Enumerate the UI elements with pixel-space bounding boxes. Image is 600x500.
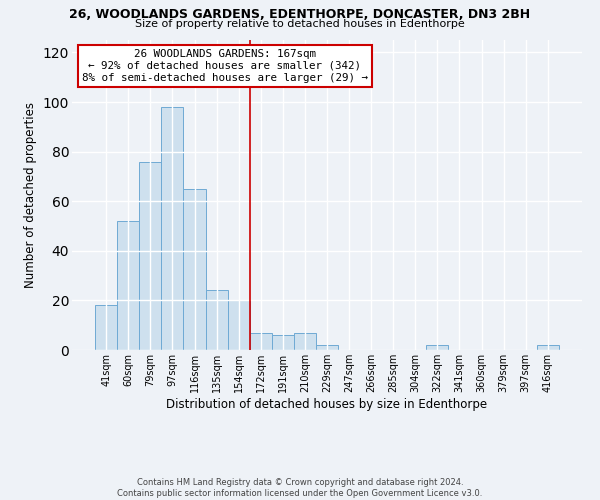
Bar — [95, 306, 117, 350]
Y-axis label: Number of detached properties: Number of detached properties — [24, 102, 37, 288]
Bar — [117, 221, 139, 350]
Bar — [161, 107, 184, 350]
Bar — [206, 290, 227, 350]
Bar — [250, 332, 272, 350]
Bar — [139, 162, 161, 350]
Bar — [184, 189, 206, 350]
Bar — [316, 345, 338, 350]
Text: Contains HM Land Registry data © Crown copyright and database right 2024.
Contai: Contains HM Land Registry data © Crown c… — [118, 478, 482, 498]
Bar — [537, 345, 559, 350]
X-axis label: Distribution of detached houses by size in Edenthorpe: Distribution of detached houses by size … — [166, 398, 488, 410]
Text: 26 WOODLANDS GARDENS: 167sqm
← 92% of detached houses are smaller (342)
8% of se: 26 WOODLANDS GARDENS: 167sqm ← 92% of de… — [82, 50, 368, 82]
Text: 26, WOODLANDS GARDENS, EDENTHORPE, DONCASTER, DN3 2BH: 26, WOODLANDS GARDENS, EDENTHORPE, DONCA… — [70, 8, 530, 20]
Bar — [272, 335, 294, 350]
Bar — [294, 332, 316, 350]
Text: Size of property relative to detached houses in Edenthorpe: Size of property relative to detached ho… — [135, 19, 465, 29]
Bar — [427, 345, 448, 350]
Bar — [227, 300, 250, 350]
